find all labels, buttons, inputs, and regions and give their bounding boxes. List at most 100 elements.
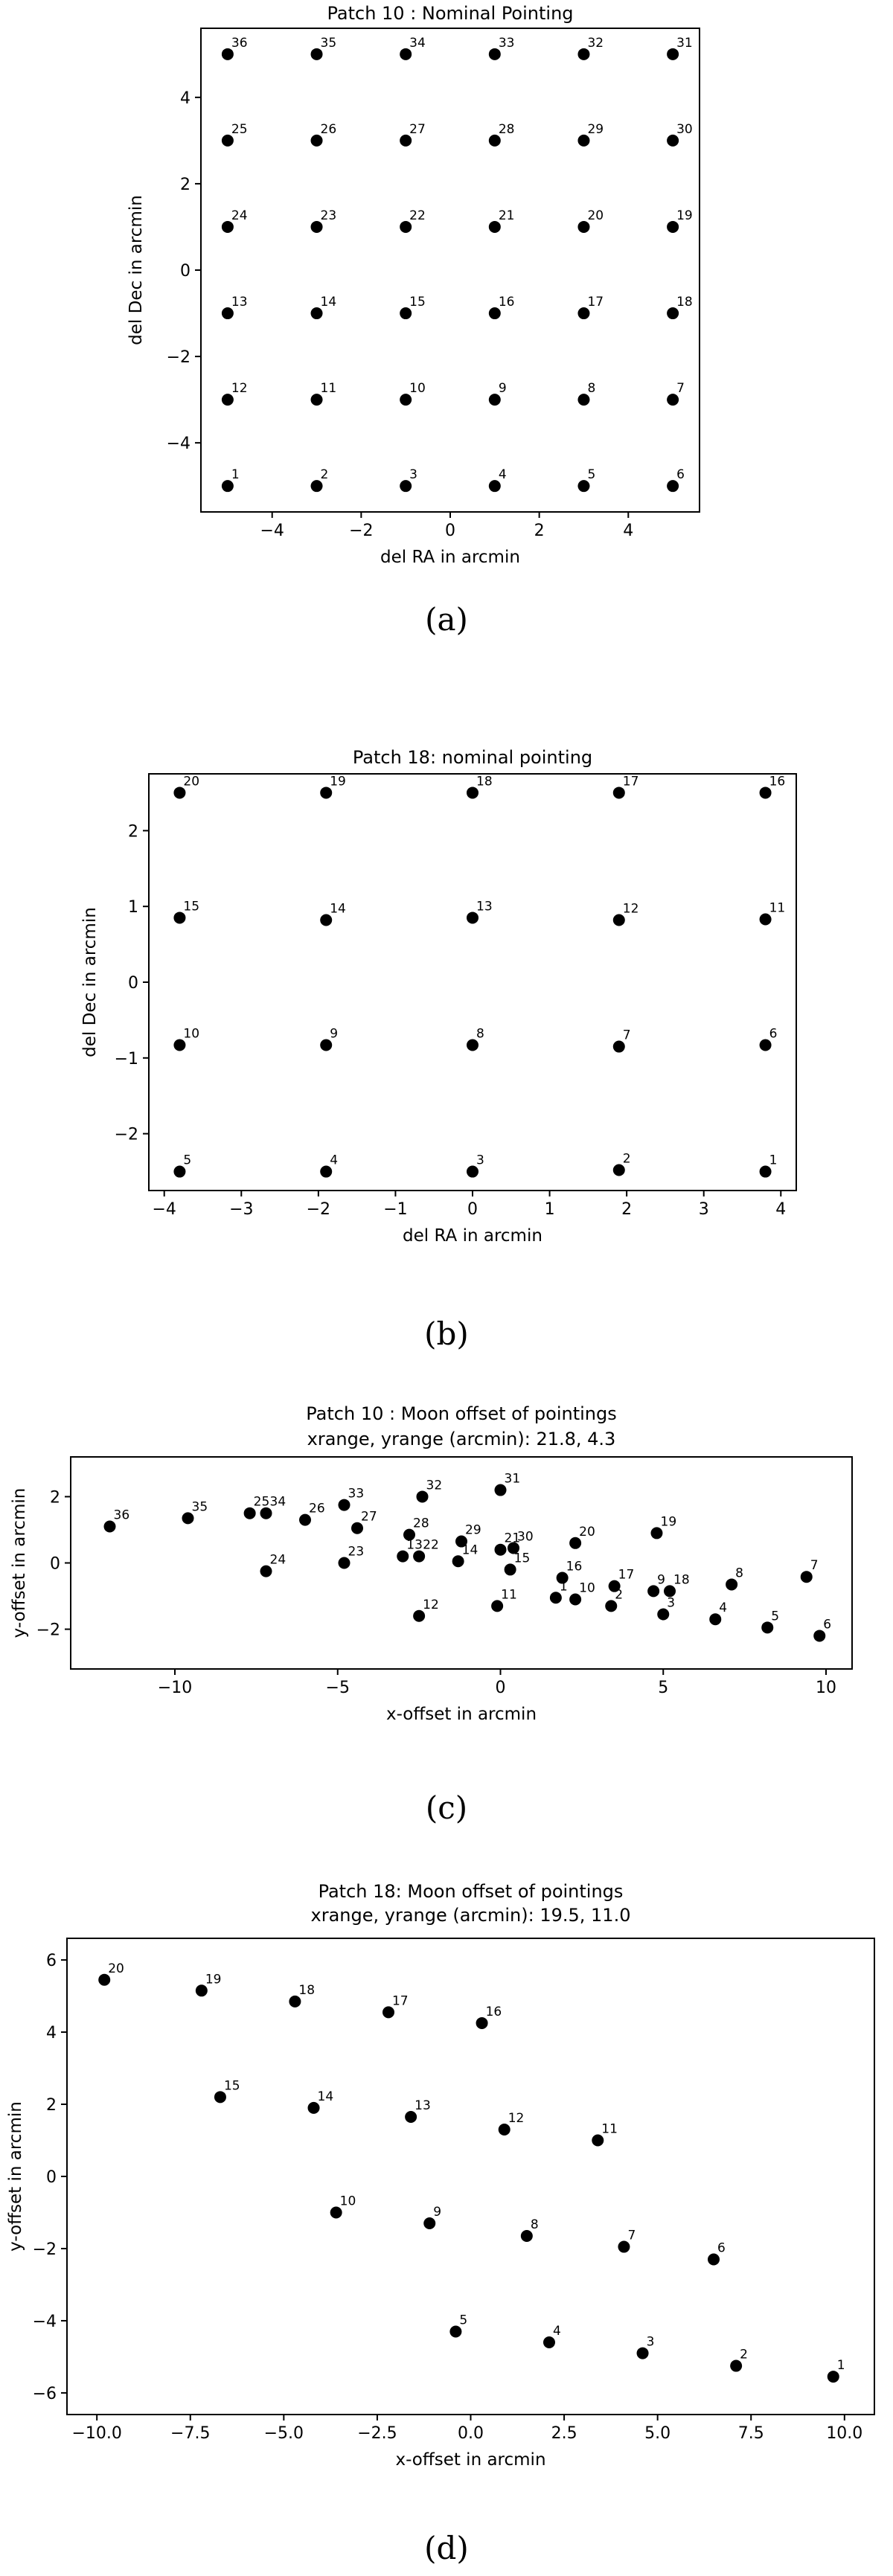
data-point bbox=[761, 1621, 774, 1634]
point-label: 10 bbox=[340, 2194, 356, 2208]
point-label: 10 bbox=[183, 1027, 199, 1042]
point-label: 5 bbox=[587, 467, 595, 482]
point-label: 11 bbox=[601, 2122, 618, 2137]
data-point bbox=[182, 1512, 194, 1525]
point-label: 21 bbox=[499, 208, 515, 223]
data-point bbox=[759, 913, 772, 926]
x-axis-label: x-offset in arcmin bbox=[395, 2450, 545, 2470]
point-label: 24 bbox=[231, 208, 248, 223]
y-tick-label: 4 bbox=[46, 2024, 57, 2042]
data-point bbox=[476, 2016, 488, 2029]
point-label: 2 bbox=[615, 1587, 623, 1602]
data-point bbox=[542, 2336, 555, 2349]
point-label: 28 bbox=[499, 122, 515, 137]
point-label: 8 bbox=[587, 381, 595, 396]
data-point bbox=[813, 1630, 826, 1642]
chart-patch18-nominal: Patch 18: nominal pointing−4 −3 −2 −1 0 1 2 3 4−… bbox=[80, 747, 797, 1246]
point-label: 2 bbox=[321, 467, 329, 482]
point-label: 3 bbox=[476, 1153, 484, 1168]
data-point bbox=[413, 1609, 426, 1622]
chart-title: Patch 10 : Moon offset of pointings bbox=[306, 1403, 616, 1424]
caption-a: (a) bbox=[425, 601, 468, 638]
point-label: 25 bbox=[254, 1495, 270, 1510]
data-point bbox=[400, 48, 412, 60]
data-point bbox=[608, 1580, 621, 1592]
x-tick-label: 0 bbox=[445, 522, 455, 540]
y-tick-label: −2 bbox=[36, 1621, 60, 1640]
point-label: 17 bbox=[618, 1568, 635, 1583]
point-label: 21 bbox=[505, 1531, 521, 1546]
data-point bbox=[310, 220, 323, 233]
point-label: 1 bbox=[560, 1579, 568, 1594]
data-point bbox=[400, 134, 412, 147]
point-label: 12 bbox=[231, 381, 248, 396]
x-tick-label: −7.5 bbox=[170, 2424, 210, 2443]
point-label: 2 bbox=[740, 2348, 748, 2362]
data-point bbox=[667, 394, 679, 406]
data-point bbox=[612, 786, 625, 799]
point-label: 19 bbox=[676, 208, 693, 223]
point-label: 15 bbox=[409, 295, 426, 310]
data-point bbox=[351, 1522, 363, 1534]
data-point bbox=[320, 914, 333, 926]
x-tick-label: −2 bbox=[349, 522, 373, 540]
point-label: 8 bbox=[476, 1027, 484, 1042]
data-point bbox=[260, 1565, 272, 1577]
x-tick-label: 3 bbox=[699, 1200, 709, 1219]
y-tick-label: −2 bbox=[115, 1126, 138, 1144]
x-axis-label: x-offset in arcmin bbox=[386, 1705, 537, 1724]
x-tick-label: −4 bbox=[152, 1200, 176, 1219]
data-point bbox=[310, 134, 323, 147]
y-tick-label: 0 bbox=[50, 1555, 60, 1574]
x-tick-label: 0 bbox=[496, 1679, 506, 1697]
point-label: 6 bbox=[717, 2241, 726, 2256]
point-label: 9 bbox=[657, 1572, 665, 1587]
y-axis-label: del Dec in arcmin bbox=[127, 195, 146, 345]
data-point bbox=[577, 394, 590, 406]
point-label: 14 bbox=[462, 1542, 478, 1557]
data-point bbox=[726, 1578, 738, 1591]
data-point bbox=[577, 480, 590, 493]
point-label: 19 bbox=[330, 774, 346, 789]
point-label: 6 bbox=[676, 467, 685, 482]
data-point bbox=[467, 1165, 478, 1178]
y-tick-label: −1 bbox=[115, 1050, 138, 1068]
data-point bbox=[243, 1507, 256, 1519]
data-point bbox=[338, 1499, 351, 1511]
data-point bbox=[260, 1507, 272, 1519]
data-point bbox=[612, 914, 625, 926]
x-axis-label: del RA in arcmin bbox=[380, 548, 520, 567]
data-point bbox=[310, 394, 323, 406]
data-point bbox=[221, 307, 234, 320]
data-point bbox=[423, 2217, 436, 2230]
y-tick-label: −2 bbox=[167, 348, 191, 367]
data-point bbox=[549, 1592, 562, 1604]
data-point bbox=[330, 2206, 342, 2219]
point-label: 10 bbox=[409, 381, 426, 396]
data-point bbox=[708, 2253, 720, 2266]
data-point bbox=[498, 2123, 510, 2136]
point-label: 7 bbox=[627, 2229, 636, 2243]
point-label: 5 bbox=[459, 2313, 467, 2327]
y-tick-label: 1 bbox=[128, 898, 138, 917]
point-label: 8 bbox=[735, 1566, 743, 1580]
point-label: 27 bbox=[361, 1510, 377, 1525]
point-label: 33 bbox=[348, 1487, 365, 1502]
data-point bbox=[488, 48, 501, 60]
point-label: 4 bbox=[330, 1153, 338, 1168]
data-point bbox=[569, 1537, 582, 1549]
y-axis-label: del Dec in arcmin bbox=[80, 907, 100, 1057]
x-tick-label: −2.5 bbox=[357, 2424, 397, 2443]
point-label: 18 bbox=[676, 295, 693, 310]
data-point bbox=[397, 1550, 409, 1563]
point-label: 29 bbox=[587, 122, 604, 137]
point-label: 16 bbox=[486, 2005, 502, 2019]
data-point bbox=[827, 2371, 839, 2383]
y-tick-label: 2 bbox=[46, 2096, 57, 2115]
x-tick-label: 4 bbox=[775, 1200, 786, 1219]
point-label: 16 bbox=[769, 774, 786, 789]
x-tick-label: −5 bbox=[326, 1679, 350, 1697]
point-label: 36 bbox=[231, 36, 248, 51]
x-tick-label: 0.0 bbox=[458, 2424, 484, 2443]
point-label: 36 bbox=[114, 1508, 130, 1523]
